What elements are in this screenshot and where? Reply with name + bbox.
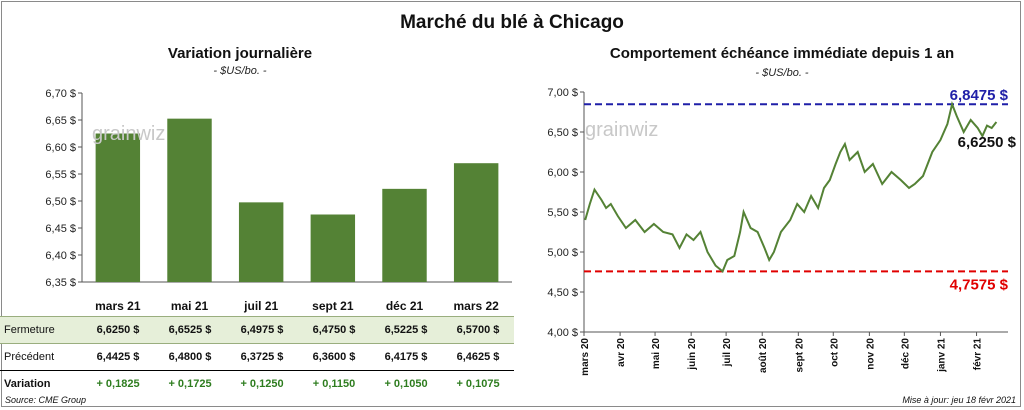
x-tick-label: août 20 (758, 338, 769, 373)
table-cell: 6,5225 $ (370, 316, 442, 344)
x-tick-label: juil 20 (722, 338, 733, 368)
right-chart-title: Comportement échéance immédiate depuis 1… (609, 45, 955, 62)
bar (382, 188, 427, 282)
x-category-label: juil 21 (243, 299, 278, 313)
y-tick-label: 6,40 $ (45, 250, 76, 262)
table-cell: 6,3725 $ (226, 343, 298, 371)
grainwiz-watermark: grainwiz (92, 123, 165, 145)
x-category-label: mars 22 (453, 299, 499, 313)
bar (310, 214, 356, 282)
x-category-label: mars 21 (95, 299, 141, 313)
y-tick-label: 6,45 $ (45, 223, 76, 235)
x-tick-label: nov 20 (865, 338, 876, 370)
x-tick-label: déc 20 (900, 338, 911, 370)
row-label: Précédent (0, 343, 82, 371)
y-tick-label: 5,50 $ (547, 207, 578, 219)
y-tick-label: 6,70 $ (45, 88, 76, 100)
x-category-label: sept 21 (312, 299, 354, 313)
table-cell: 6,4425 $ (82, 343, 154, 371)
table-cell: + 0,1725 (168, 378, 212, 390)
bar-chart: 6,35 $ 6,40 $ 6,45 $ 6,50 $ 6,55 $ 6,60 $ 6,65… (45, 88, 512, 313)
table-row-variation: Variation + 0,1825 + 0,1725 + 0,1250 + 0… (0, 371, 514, 398)
x-category-label: déc 21 (386, 299, 424, 313)
table-cell: 6,5700 $ (442, 316, 514, 344)
source-note: Source: CME Group (5, 395, 87, 405)
table-cell: 6,4800 $ (154, 343, 226, 371)
y-tick-label: 6,50 $ (547, 127, 578, 139)
left-chart-unit: - $US/bo. - (213, 65, 267, 77)
table-cell: 6,6525 $ (154, 316, 226, 344)
y-tick-label: 6,65 $ (45, 115, 76, 127)
y-tick-label: 4,00 $ (547, 327, 578, 339)
price-series-line (584, 100, 998, 274)
x-tick-label: oct 20 (829, 338, 840, 367)
left-chart-title: Variation journalière (167, 45, 313, 62)
y-tick-label: 5,00 $ (547, 247, 578, 259)
table-cell: + 0,1050 (384, 378, 428, 390)
bar (95, 133, 141, 282)
x-tick-label: févr 21 (973, 338, 984, 371)
y-tick-label: 6,35 $ (45, 277, 76, 289)
table-cell: 6,4975 $ (226, 316, 298, 344)
row-label: Fermeture (0, 316, 82, 344)
y-tick-label: 6,50 $ (45, 196, 76, 208)
y-tick-label: 6,00 $ (547, 167, 578, 179)
x-category-label: mai 21 (171, 299, 209, 313)
table-row-fermeture: Fermeture 6,6250 $ 6,6525 $ 6,4975 $ 6,4… (0, 316, 514, 344)
x-tick-label: avr 20 (616, 338, 627, 367)
last-value-label: 6,6250 $ (958, 134, 1017, 151)
quotes-table: Fermeture 6,6250 $ 6,6525 $ 6,4975 $ 6,4… (0, 316, 514, 397)
table-cell: 6,4750 $ (298, 316, 370, 344)
y-tick-label: 6,60 $ (45, 142, 76, 154)
low-value-label: 4,7575 $ (950, 276, 1009, 293)
table-cell: 6,4625 $ (442, 343, 514, 371)
x-tick-label: mars 20 (580, 338, 591, 376)
y-tick-label: 6,55 $ (45, 169, 76, 181)
y-tick-label: 4,50 $ (547, 287, 578, 299)
table-cell: 6,3600 $ (298, 343, 370, 371)
table-cell: + 0,1150 (312, 378, 356, 390)
grainwiz-watermark: grainwiz (585, 119, 658, 141)
table-cell: + 0,1825 (96, 378, 140, 390)
update-note: Mise à jour: jeu 18 févr 2021 (902, 395, 1016, 405)
bar (238, 202, 284, 282)
table-row-precedent: Précédent 6,4425 $ 6,4800 $ 6,3725 $ 6,3… (0, 343, 514, 371)
y-tick-label: 7,00 $ (547, 87, 578, 99)
right-chart-unit: - $US/bo. - (755, 67, 809, 79)
line-chart: 4,00 $ 4,50 $ 5,00 $ 5,50 $ 6,00 $ 6,50 $ 7,00… (547, 87, 1017, 376)
bar (167, 118, 212, 283)
table-cell: 6,4175 $ (370, 343, 442, 371)
table-cell: + 0,1075 (456, 378, 500, 390)
row-label: Variation (4, 378, 51, 390)
high-value-label: 6,8475 $ (950, 87, 1009, 104)
page-title: Marché du blé à Chicago (400, 12, 624, 33)
x-tick-label: juin 20 (687, 338, 698, 371)
x-tick-label: mai 20 (651, 338, 662, 370)
table-cell: 6,6250 $ (82, 316, 154, 344)
bar (453, 163, 499, 282)
x-tick-label: janv 21 (936, 338, 947, 373)
x-tick-label: sept 20 (794, 338, 805, 373)
table-cell: + 0,1250 (240, 378, 284, 390)
